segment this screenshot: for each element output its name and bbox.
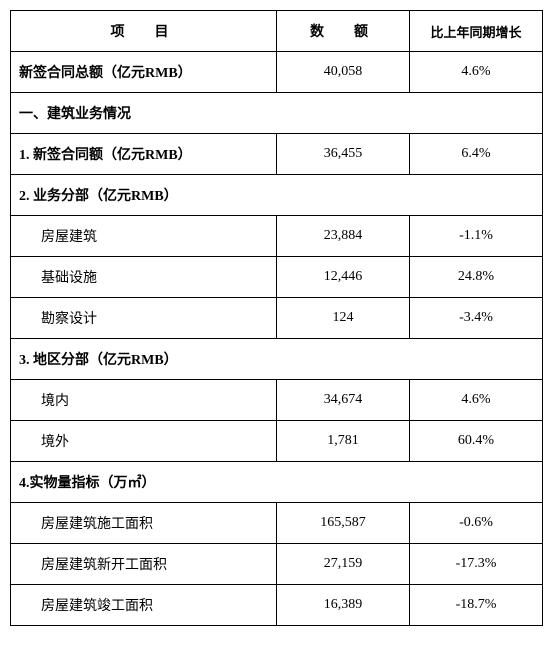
table-row: 房屋建筑23,884-1.1%: [11, 216, 543, 257]
amount-cell: 36,455: [277, 134, 410, 175]
table-row: 1. 新签合同额（亿元RMB）36,4556.4%: [11, 134, 543, 175]
table-row: 4.实物量指标（万㎡）: [11, 462, 543, 503]
header-amount: 数 额: [277, 11, 410, 52]
item-cell: 基础设施: [11, 257, 277, 298]
table-row: 房屋建筑竣工面积16,389-18.7%: [11, 585, 543, 626]
amount-cell: 1,781: [277, 421, 410, 462]
amount-cell: 124: [277, 298, 410, 339]
change-cell: -17.3%: [410, 544, 543, 585]
amount-cell: 34,674: [277, 380, 410, 421]
amount-cell: 27,159: [277, 544, 410, 585]
construction-business-table: 项 目 数 额 比上年同期增长 新签合同总额（亿元RMB）40,0584.6%一…: [10, 10, 543, 626]
table-row: 2. 业务分部（亿元RMB）: [11, 175, 543, 216]
item-cell: 1. 新签合同额（亿元RMB）: [11, 134, 277, 175]
item-cell: 房屋建筑: [11, 216, 277, 257]
change-cell: 4.6%: [410, 52, 543, 93]
header-change: 比上年同期增长: [410, 11, 543, 52]
amount-cell: 16,389: [277, 585, 410, 626]
change-cell: 60.4%: [410, 421, 543, 462]
table-row: 境内34,6744.6%: [11, 380, 543, 421]
amount-cell: 23,884: [277, 216, 410, 257]
amount-cell: 12,446: [277, 257, 410, 298]
change-cell: 6.4%: [410, 134, 543, 175]
change-cell: -3.4%: [410, 298, 543, 339]
table-row: 3. 地区分部（亿元RMB）: [11, 339, 543, 380]
amount-cell: 165,587: [277, 503, 410, 544]
table-row: 房屋建筑施工面积165,587-0.6%: [11, 503, 543, 544]
change-cell: 4.6%: [410, 380, 543, 421]
amount-cell: 40,058: [277, 52, 410, 93]
section-header-cell: 3. 地区分部（亿元RMB）: [11, 339, 543, 380]
table-row: 新签合同总额（亿元RMB）40,0584.6%: [11, 52, 543, 93]
item-cell: 新签合同总额（亿元RMB）: [11, 52, 277, 93]
table-row: 一、建筑业务情况: [11, 93, 543, 134]
section-header-cell: 4.实物量指标（万㎡）: [11, 462, 543, 503]
table-row: 勘察设计124-3.4%: [11, 298, 543, 339]
table-header-row: 项 目 数 额 比上年同期增长: [11, 11, 543, 52]
table-row: 房屋建筑新开工面积27,159-17.3%: [11, 544, 543, 585]
header-item: 项 目: [11, 11, 277, 52]
item-cell: 境内: [11, 380, 277, 421]
item-cell: 房屋建筑新开工面积: [11, 544, 277, 585]
section-header-cell: 2. 业务分部（亿元RMB）: [11, 175, 543, 216]
item-cell: 勘察设计: [11, 298, 277, 339]
change-cell: -0.6%: [410, 503, 543, 544]
item-cell: 房屋建筑施工面积: [11, 503, 277, 544]
table-row: 境外1,78160.4%: [11, 421, 543, 462]
table-row: 基础设施12,44624.8%: [11, 257, 543, 298]
item-cell: 房屋建筑竣工面积: [11, 585, 277, 626]
section-header-cell: 一、建筑业务情况: [11, 93, 543, 134]
change-cell: -18.7%: [410, 585, 543, 626]
item-cell: 境外: [11, 421, 277, 462]
table-body: 新签合同总额（亿元RMB）40,0584.6%一、建筑业务情况1. 新签合同额（…: [11, 52, 543, 626]
change-cell: 24.8%: [410, 257, 543, 298]
change-cell: -1.1%: [410, 216, 543, 257]
